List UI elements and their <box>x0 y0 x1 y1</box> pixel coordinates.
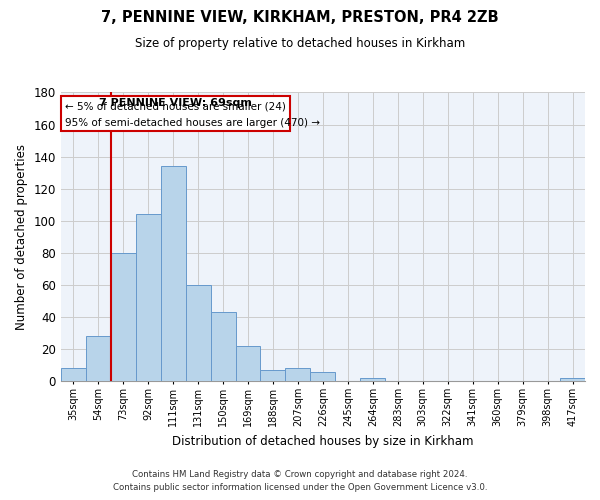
Text: ← 5% of detached houses are smaller (24): ← 5% of detached houses are smaller (24) <box>65 102 286 112</box>
Bar <box>560 378 585 381</box>
Bar <box>286 368 310 381</box>
Bar <box>211 312 236 381</box>
Bar <box>136 214 161 381</box>
Bar <box>260 370 286 381</box>
FancyBboxPatch shape <box>61 96 290 131</box>
Bar <box>86 336 111 381</box>
Bar <box>61 368 86 381</box>
Bar <box>310 372 335 381</box>
Text: 7, PENNINE VIEW, KIRKHAM, PRESTON, PR4 2ZB: 7, PENNINE VIEW, KIRKHAM, PRESTON, PR4 2… <box>101 10 499 25</box>
Bar <box>111 253 136 381</box>
Bar <box>361 378 385 381</box>
Y-axis label: Number of detached properties: Number of detached properties <box>15 144 28 330</box>
Bar <box>185 285 211 381</box>
Text: 95% of semi-detached houses are larger (470) →: 95% of semi-detached houses are larger (… <box>65 118 320 128</box>
Bar <box>236 346 260 381</box>
X-axis label: Distribution of detached houses by size in Kirkham: Distribution of detached houses by size … <box>172 434 473 448</box>
Text: Size of property relative to detached houses in Kirkham: Size of property relative to detached ho… <box>135 38 465 51</box>
Bar <box>161 166 185 381</box>
Text: 7 PENNINE VIEW: 69sqm: 7 PENNINE VIEW: 69sqm <box>99 98 252 108</box>
Text: Contains HM Land Registry data © Crown copyright and database right 2024.
Contai: Contains HM Land Registry data © Crown c… <box>113 470 487 492</box>
